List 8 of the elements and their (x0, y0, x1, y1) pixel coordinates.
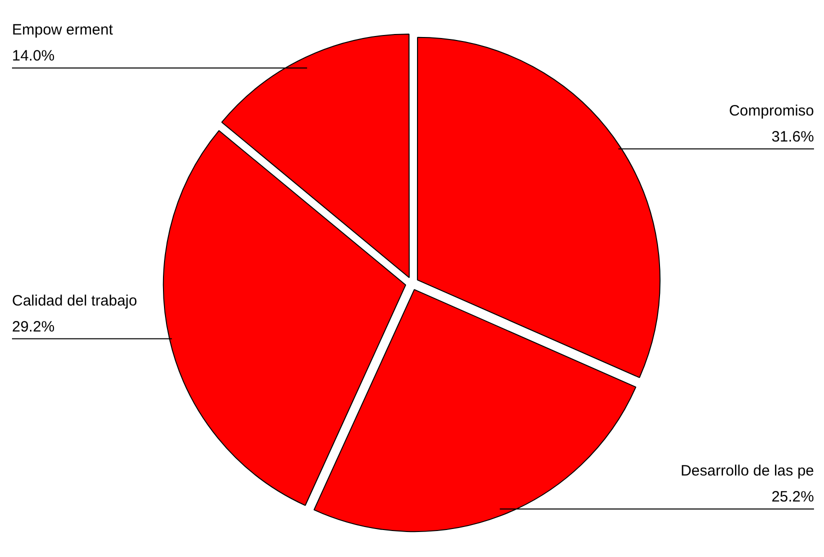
data-label: 14.0% (12, 48, 55, 65)
data-label: 29.2% (12, 318, 55, 336)
slice-label: Desarrollo de las pe (680, 462, 814, 480)
slice-label: Compromiso (728, 102, 814, 120)
slice-label: Calidad del trabajo (12, 292, 138, 310)
data-label: 31.6% (771, 128, 814, 146)
slice-label: Empow erment (12, 22, 114, 39)
data-label: 25.2% (771, 488, 814, 506)
